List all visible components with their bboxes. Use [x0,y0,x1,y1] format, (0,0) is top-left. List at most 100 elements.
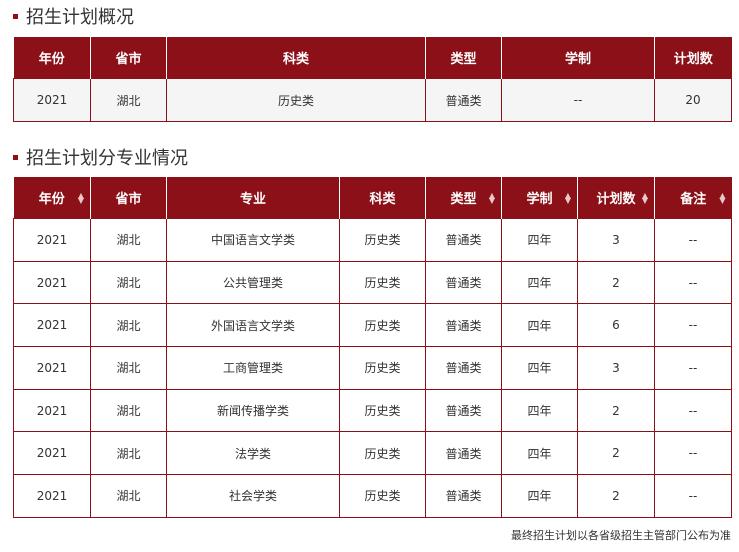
table-cell: 20 [654,78,732,122]
table-cell: 2021 [13,431,91,476]
table-cell: 普通类 [425,218,502,262]
column-header: 计划数 [654,37,732,79]
table-cell: 2021 [13,303,91,348]
table-cell: -- [654,431,732,476]
table-cell: 历史类 [339,474,426,518]
table-cell: 法学类 [166,431,340,476]
sort-icon[interactable]: ▲ ▼ [488,190,495,205]
column-header: 省市 [90,37,167,79]
bullet-icon [13,13,18,19]
table-cell: 四年 [501,218,578,262]
table-cell: 社会学类 [166,474,340,518]
column-header: 专业 [166,177,340,219]
table-cell: -- [654,388,732,433]
majors-table: 年份 ▲ ▼ 省市 专业 科类 类型 ▲ ▼ 学制 ▲ ▼ 计划数 ▲ ▼ 备注 ▲ ▼ 2021 湖北 中国语言文学类… [13,177,732,518]
table-cell: 湖北 [90,218,167,262]
table-row: 2021 湖北 公共管理类 历史类 普通类 四年 2 -- [13,260,732,305]
column-header[interactable]: 计划数 ▲ ▼ [577,177,655,219]
table-cell: -- [654,218,732,262]
overview-title: 招生计划概况 [13,3,134,29]
table-cell: 历史类 [339,388,426,433]
column-header: 类型 [425,37,502,79]
table-cell: 2021 [13,218,91,262]
header-label: 省市 [115,52,142,67]
table-row: 2021 湖北 历史类 普通类 -- 20 [13,78,732,122]
table-cell: 6 [577,303,655,348]
table-cell: 四年 [501,260,578,305]
table-cell: 湖北 [90,388,167,433]
table-cell: 四年 [501,303,578,348]
table-cell: -- [654,474,732,518]
bullet-icon [13,154,18,160]
table-cell: 3 [577,218,655,262]
table-cell: 普通类 [425,260,502,305]
header-label: 科类 [282,52,309,67]
table-cell: 2021 [13,260,91,305]
table-cell: 3 [577,346,655,390]
table-cell: 2 [577,388,655,433]
table-cell: 四年 [501,474,578,518]
footer-note: 最终招生计划以各省级招生主管部门公布为准 [511,529,731,542]
header-label: 计划数 [673,52,713,67]
column-header[interactable]: 备注 ▲ ▼ [654,177,732,219]
table-cell: 普通类 [425,388,502,433]
header-label: 省市 [115,192,142,207]
column-header[interactable]: 类型 ▲ ▼ [425,177,502,219]
table-cell: 工商管理类 [166,346,340,390]
header-label: 计划数 [596,192,636,207]
column-header: 科类 [166,37,426,79]
table-cell: 湖北 [90,474,167,518]
sort-icon[interactable]: ▲ ▼ [641,190,648,205]
header-label: 备注 [680,192,707,207]
table-cell: 2 [577,431,655,476]
header-label: 学制 [564,52,591,67]
table-cell: 四年 [501,388,578,433]
table-cell: -- [654,303,732,348]
header-label: 科类 [369,192,396,207]
table-cell: -- [654,260,732,305]
column-header[interactable]: 年份 ▲ ▼ [13,177,91,219]
table-cell: 普通类 [425,474,502,518]
table-row: 2021 湖北 新闻传播学类 历史类 普通类 四年 2 -- [13,388,732,433]
table-cell: 2 [577,260,655,305]
table-cell: 湖北 [90,346,167,390]
table-row: 2021 湖北 工商管理类 历史类 普通类 四年 3 -- [13,346,732,390]
table-cell: -- [654,346,732,390]
table-cell: 公共管理类 [166,260,340,305]
table-row: 2021 湖北 中国语言文学类 历史类 普通类 四年 3 -- [13,218,732,262]
header-label: 类型 [450,52,477,67]
column-header: 年份 [13,37,91,79]
column-header[interactable]: 学制 ▲ ▼ [501,177,578,219]
column-header: 省市 [90,177,167,219]
header-label: 年份 [38,192,65,207]
table-cell: 普通类 [425,431,502,476]
table-cell: -- [501,78,655,122]
table-cell: 新闻传播学类 [166,388,340,433]
table-cell: 历史类 [339,303,426,348]
sort-icon[interactable]: ▲ ▼ [77,190,84,205]
table-cell: 四年 [501,346,578,390]
table-cell: 2021 [13,78,91,122]
majors-title: 招生计划分专业情况 [13,144,188,170]
table-cell: 湖北 [90,431,167,476]
column-header: 学制 [501,37,655,79]
table-cell: 普通类 [425,303,502,348]
table-row: 2021 湖北 法学类 历史类 普通类 四年 2 -- [13,431,732,476]
table-cell: 普通类 [425,346,502,390]
sort-icon[interactable]: ▲ ▼ [719,190,726,205]
header-label: 专业 [239,192,266,207]
table-cell: 外国语言文学类 [166,303,340,348]
table-cell: 湖北 [90,78,167,122]
sort-icon[interactable]: ▲ ▼ [564,190,571,205]
table-row: 2021 湖北 社会学类 历史类 普通类 四年 2 -- [13,474,732,518]
table-cell: 湖北 [90,303,167,348]
table-cell: 2 [577,474,655,518]
table-cell: 历史类 [339,218,426,262]
table-cell: 历史类 [339,431,426,476]
header-label: 年份 [38,52,65,67]
table-cell: 2021 [13,474,91,518]
header-label: 学制 [526,192,553,207]
table-cell: 湖北 [90,260,167,305]
overview-table: 年份 省市 科类 类型 学制 计划数 2021 湖北 历史类 普通类 -- 20 [13,37,732,122]
column-header: 科类 [339,177,426,219]
